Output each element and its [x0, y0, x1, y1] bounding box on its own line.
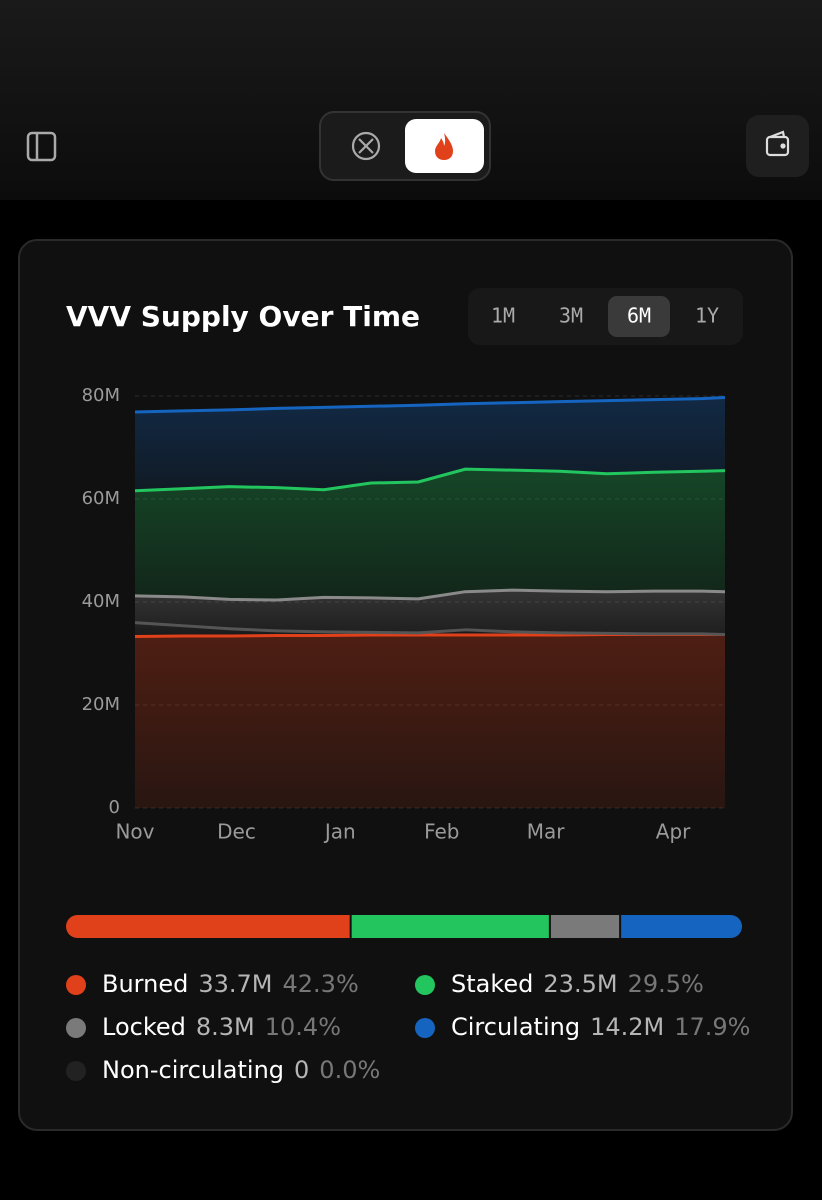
- y-tick-label: 0: [109, 797, 120, 818]
- legend-text: 17.9%: [674, 1013, 750, 1041]
- legend-text: 29.5%: [628, 970, 704, 998]
- share-segment: [351, 915, 549, 938]
- range-active: [608, 296, 670, 337]
- range-button[interactable]: 3M: [559, 304, 583, 328]
- area-fill: [135, 634, 725, 808]
- x-tick-label: Jan: [323, 820, 356, 844]
- series-line: [134, 467, 726, 493]
- legend-dot: [415, 975, 435, 995]
- legend-text: 14.2M: [590, 1013, 664, 1041]
- legend-dot: [415, 1018, 435, 1038]
- legend-text: 23.5M: [543, 970, 617, 998]
- y-tick-label: 20M: [82, 694, 120, 715]
- y-tick-label: 40M: [82, 591, 120, 612]
- area-fill: [135, 622, 725, 637]
- wallet-icon: [765, 130, 790, 157]
- chart-title: VVV Supply Over Time: [66, 300, 420, 333]
- range-group: [468, 288, 743, 345]
- range-button[interactable]: 6M: [627, 304, 651, 328]
- series-line: [134, 588, 726, 602]
- legend-text: Staked: [451, 970, 533, 998]
- legend-text: Circulating: [451, 1013, 580, 1041]
- series-line: [134, 621, 726, 636]
- share-bar: [66, 915, 742, 938]
- range-button[interactable]: 1Y: [695, 304, 719, 328]
- legend-dot: [66, 975, 86, 995]
- x-tick-label: Apr: [656, 820, 691, 844]
- sidebar-toggle[interactable]: [26, 131, 57, 162]
- wallet-button[interactable]: [746, 115, 809, 177]
- share-segment: [66, 915, 350, 938]
- legend-text: 8.3M: [196, 1013, 255, 1041]
- legend-dot: [66, 1061, 86, 1081]
- legend-text: Non-circulating: [102, 1056, 284, 1084]
- area-fill: [135, 590, 725, 635]
- y-tick-label: 60M: [82, 488, 120, 509]
- x-tick-label: Feb: [424, 820, 459, 844]
- legend-text: 33.7M: [198, 970, 272, 998]
- range-button[interactable]: 1M: [491, 304, 515, 328]
- area-fill: [135, 469, 725, 600]
- x-tick-label: Dec: [217, 820, 256, 844]
- area-fill: [135, 397, 725, 491]
- legend-text: Burned: [102, 970, 188, 998]
- y-tick-label: 80M: [82, 385, 120, 406]
- mode-icon[interactable]: [351, 131, 381, 161]
- x-tick-label: Nov: [115, 820, 154, 844]
- legend-text: Locked: [102, 1013, 186, 1041]
- legend-dot: [66, 1018, 86, 1038]
- share-segment: [621, 915, 742, 938]
- x-tick-label: Mar: [527, 820, 566, 844]
- legend-text: 0.0%: [319, 1056, 380, 1084]
- legend-text: 10.4%: [265, 1013, 341, 1041]
- series-line: [134, 396, 726, 414]
- legend-text: 0: [294, 1056, 309, 1084]
- legend-text: 42.3%: [283, 970, 359, 998]
- share-segment: [550, 915, 620, 938]
- flame-icon: [435, 133, 453, 160]
